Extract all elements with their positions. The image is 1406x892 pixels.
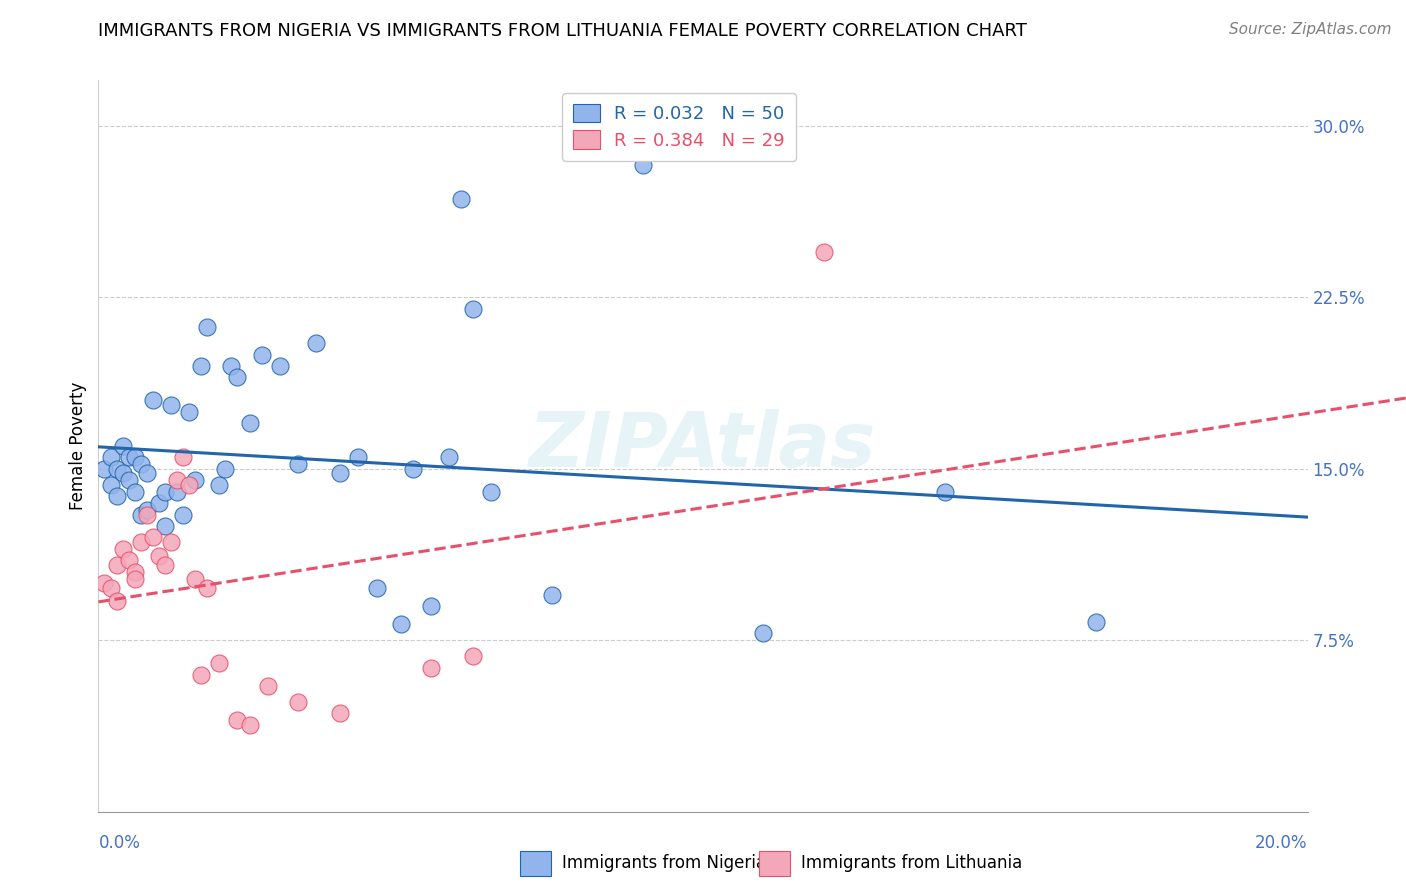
Point bbox=[105, 462, 128, 476]
Y-axis label: Female Poverty: Female Poverty bbox=[69, 382, 87, 510]
Point bbox=[347, 450, 370, 465]
Point bbox=[142, 393, 165, 408]
Text: ZIPAtlas: ZIPAtlas bbox=[529, 409, 877, 483]
Point bbox=[450, 192, 472, 206]
Point bbox=[105, 594, 128, 608]
Text: IMMIGRANTS FROM NIGERIA VS IMMIGRANTS FROM LITHUANIA FEMALE POVERTY CORRELATION : IMMIGRANTS FROM NIGERIA VS IMMIGRANTS FR… bbox=[98, 22, 1028, 40]
Legend: R = 0.032   N = 50, R = 0.384   N = 29: R = 0.032 N = 50, R = 0.384 N = 29 bbox=[562, 93, 796, 161]
Point bbox=[540, 588, 562, 602]
Point bbox=[631, 158, 654, 172]
Point bbox=[208, 656, 231, 670]
Point bbox=[287, 695, 309, 709]
Point bbox=[813, 244, 835, 259]
Point bbox=[190, 359, 212, 373]
Point bbox=[124, 450, 146, 465]
Text: 0.0%: 0.0% bbox=[98, 834, 141, 852]
Point bbox=[124, 572, 146, 586]
Point bbox=[226, 370, 249, 384]
Point bbox=[160, 535, 183, 549]
Point bbox=[93, 462, 115, 476]
Point bbox=[118, 473, 141, 487]
Point bbox=[172, 508, 194, 522]
Point bbox=[129, 535, 152, 549]
Point bbox=[934, 484, 956, 499]
Point bbox=[250, 347, 273, 362]
Point bbox=[305, 336, 328, 351]
Point bbox=[129, 458, 152, 472]
Point bbox=[420, 661, 443, 675]
Point bbox=[463, 301, 485, 316]
Point bbox=[160, 398, 183, 412]
Text: Source: ZipAtlas.com: Source: ZipAtlas.com bbox=[1229, 22, 1392, 37]
Point bbox=[239, 416, 262, 430]
Point bbox=[179, 478, 201, 492]
Point bbox=[402, 462, 425, 476]
Point bbox=[389, 617, 412, 632]
Point bbox=[100, 450, 122, 465]
Point bbox=[481, 484, 503, 499]
Point bbox=[148, 496, 170, 510]
Point bbox=[124, 565, 146, 579]
Point bbox=[135, 508, 157, 522]
Point bbox=[190, 667, 212, 681]
Point bbox=[256, 679, 278, 693]
Point bbox=[329, 706, 352, 721]
Point bbox=[184, 572, 207, 586]
Point bbox=[239, 718, 262, 732]
Point bbox=[148, 549, 170, 563]
Point bbox=[420, 599, 443, 613]
Point bbox=[179, 405, 201, 419]
Point bbox=[111, 439, 134, 453]
Point bbox=[100, 478, 122, 492]
Text: Immigrants from Lithuania: Immigrants from Lithuania bbox=[801, 855, 1022, 872]
Point bbox=[105, 558, 128, 572]
Point bbox=[208, 478, 231, 492]
Point bbox=[226, 714, 249, 728]
Point bbox=[118, 450, 141, 465]
Point bbox=[1085, 615, 1108, 629]
Point bbox=[105, 489, 128, 503]
Point bbox=[129, 508, 152, 522]
Point bbox=[463, 649, 485, 664]
Point bbox=[166, 484, 188, 499]
Point bbox=[195, 581, 218, 595]
Point bbox=[269, 359, 291, 373]
Point bbox=[287, 458, 309, 472]
Point bbox=[118, 553, 141, 567]
Point bbox=[100, 581, 122, 595]
Point bbox=[195, 320, 218, 334]
Point bbox=[135, 503, 157, 517]
Point bbox=[124, 484, 146, 499]
Point bbox=[153, 484, 176, 499]
Point bbox=[752, 626, 775, 640]
Text: Immigrants from Nigeria: Immigrants from Nigeria bbox=[562, 855, 766, 872]
Point bbox=[153, 519, 176, 533]
Point bbox=[135, 467, 157, 481]
Point bbox=[221, 359, 243, 373]
Point bbox=[184, 473, 207, 487]
Point bbox=[437, 450, 460, 465]
Point bbox=[142, 530, 165, 544]
Text: 20.0%: 20.0% bbox=[1256, 834, 1308, 852]
Point bbox=[111, 541, 134, 556]
Point bbox=[111, 467, 134, 481]
Point bbox=[329, 467, 352, 481]
Point bbox=[153, 558, 176, 572]
Point bbox=[166, 473, 188, 487]
Point bbox=[214, 462, 236, 476]
Point bbox=[93, 576, 115, 591]
Point bbox=[366, 581, 388, 595]
Point bbox=[172, 450, 194, 465]
